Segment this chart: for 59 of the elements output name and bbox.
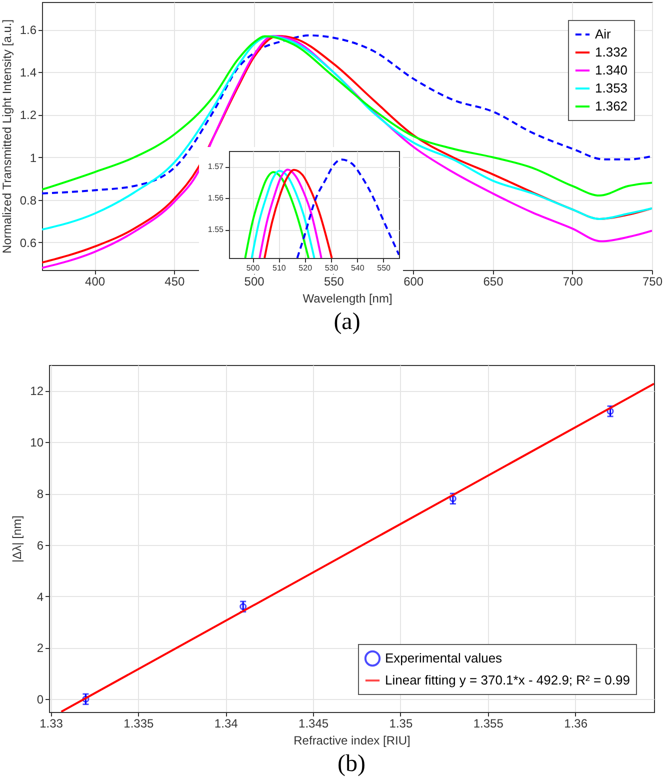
x-tick-label: 540	[350, 264, 365, 272]
y-tick-label: 1.56	[208, 194, 224, 203]
legend-label: 1.362	[595, 98, 628, 114]
y-tick-label: 6	[36, 538, 44, 552]
y-axis-title: |Δλ| [nm]	[10, 516, 24, 562]
point	[449, 495, 456, 502]
x-tick-label: 1.345	[298, 716, 329, 730]
x-tick-label: 1.36	[564, 716, 588, 730]
point	[606, 408, 614, 415]
legend-label: Linear fitting y = 370.1*x - 492.9; R² = 0.99	[385, 672, 630, 688]
y-tick-label: 4	[36, 590, 44, 604]
x-tick-label: 600	[404, 274, 424, 288]
y-tick-label: 1.4	[20, 66, 37, 80]
x-axis-title: Wavelength [nm]	[302, 292, 392, 306]
x-tick-label: 1.355	[473, 716, 504, 730]
legend-label: 1.340	[595, 62, 628, 78]
x-tick-label: 550	[377, 264, 392, 272]
legend-label: 1.353	[595, 80, 628, 96]
x-tick-label: 400	[85, 274, 106, 288]
y-tick-label: 1.55	[208, 225, 224, 234]
x-tick-label: 530	[324, 264, 339, 272]
x-tick-label: 450	[164, 274, 186, 288]
legend-label: 1.332	[595, 44, 628, 60]
line-series	[258, 168, 322, 258]
x-axis-title: Refractive index [RIU]	[294, 734, 410, 748]
y-tick-label: 0	[36, 692, 44, 707]
point	[240, 603, 247, 610]
x-tick-label: 500	[244, 274, 265, 288]
legend-label: Air	[595, 26, 612, 42]
x-tick-label: 750	[642, 274, 663, 288]
x-tick-label: 550	[324, 274, 344, 288]
y-tick-label: 2	[36, 641, 44, 656]
x-tick-label: 1.35	[389, 716, 413, 730]
line-series	[296, 158, 399, 258]
x-tick-label: 1.33	[40, 716, 64, 730]
y-tick-label: 1.57	[208, 162, 224, 172]
x-tick-label: 1.34	[214, 716, 238, 730]
y-tick-label: 12	[30, 384, 44, 398]
x-tick-label: 650	[483, 274, 504, 288]
y-tick-label: 1.6	[20, 23, 37, 38]
legend-label: Experimental values	[385, 650, 503, 666]
x-tick-label: 700	[562, 274, 584, 288]
y-tick-label: 0.6	[20, 236, 37, 250]
line-series	[250, 170, 316, 258]
x-tick-label: 500	[246, 264, 260, 272]
y-tick-label: 0.8	[20, 193, 37, 208]
y-tick-label: 1	[30, 150, 37, 165]
x-tick-label: 520	[298, 264, 313, 272]
line-series	[244, 171, 310, 258]
x-tick-label: 510	[272, 264, 286, 272]
point	[82, 696, 90, 703]
y-tick-label: 8	[36, 487, 44, 502]
line-series	[264, 168, 333, 258]
text: (a)	[334, 309, 360, 335]
y-tick-label: 10	[30, 436, 44, 450]
y-tick-label: 1.2	[20, 108, 37, 122]
y-axis-title: Normalized Transmitted Light Intensity [a.u.]	[0, 19, 14, 254]
x-tick-label: 1.335	[124, 716, 154, 730]
text: (b)	[338, 751, 366, 777]
